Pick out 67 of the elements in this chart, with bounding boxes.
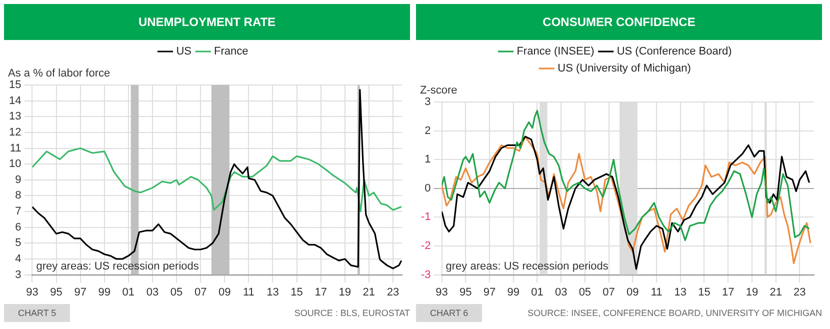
legend-label: US (Conference Board) (616, 46, 732, 58)
y-tick-label: 5 (15, 237, 22, 250)
y-tick-label: 10 (8, 158, 22, 170)
y-tick-label: 13 (8, 110, 22, 123)
chart-title: UNEMPLOYMENT RATE (4, 4, 410, 40)
x-tick-label: 15 (698, 286, 710, 298)
x-tick-label: 23 (794, 286, 806, 298)
source-note: SOURCE: INSEE, CONFERENCE BOARD, UNIVERSITY OF MICHIGAN (528, 308, 822, 318)
y-tick-label: 0 (424, 182, 431, 194)
x-tick-label: 95 (50, 286, 62, 298)
y-tick-label: 14 (8, 94, 22, 107)
legend-label: France (INSEE) (516, 46, 594, 58)
x-tick-label: 19 (338, 286, 352, 298)
y-tick-label: 3 (15, 268, 22, 281)
x-tick-label: 93 (436, 286, 448, 298)
y-tick-label: 6 (15, 221, 22, 234)
x-tick-label: 97 (483, 286, 496, 298)
x-tick-label: 01 (122, 286, 135, 298)
y-tick-label: 1 (424, 154, 431, 166)
y-tick-label: -1 (421, 211, 431, 224)
y-tick-label: -2 (421, 240, 431, 252)
chart-title: CONSUMER CONFIDENCE (416, 4, 822, 40)
x-tick-label: 19 (746, 286, 758, 298)
x-tick-label: 07 (602, 286, 615, 298)
x-tick-label: 97 (74, 286, 86, 298)
x-tick-label: 21 (770, 286, 782, 298)
caption: CHART 5 (4, 304, 70, 322)
x-tick-label: 05 (170, 286, 183, 298)
y-tick-label: -3 (421, 268, 431, 281)
x-tick-label: 03 (146, 286, 159, 298)
annotation: grey areas: US recession periods (446, 260, 609, 272)
y-tick-label: 15 (8, 79, 22, 92)
x-tick-label: 07 (194, 286, 207, 298)
y-axis-title: As a % of labor force (8, 68, 110, 80)
x-tick-label: 99 (98, 286, 111, 298)
x-tick-label: 17 (314, 286, 327, 298)
source-note: SOURCE : BLS, EUROSTAT (294, 308, 410, 318)
x-tick-label: 13 (674, 286, 687, 298)
y-tick-label: 3 (424, 96, 431, 108)
x-tick-label: 23 (386, 286, 400, 298)
y-tick-label: 11 (10, 142, 22, 154)
caption: CHART 6 (416, 304, 482, 322)
annotation: grey areas: US recession periods (36, 260, 200, 272)
y-tick-label: 8 (15, 190, 22, 202)
x-tick-label: 03 (554, 286, 568, 298)
x-tick-label: 17 (722, 286, 734, 298)
y-tick-label: 2 (424, 124, 431, 137)
y-tick-label: 7 (15, 206, 22, 218)
x-tick-label: 11 (650, 286, 662, 298)
x-tick-label: 93 (26, 286, 38, 298)
y-tick-label: 12 (8, 126, 22, 138)
x-tick-label: 09 (218, 286, 231, 298)
x-tick-label: 05 (578, 286, 592, 298)
y-axis-title: Z-score (420, 84, 458, 97)
x-tick-label: 13 (266, 286, 279, 298)
x-tick-label: 15 (290, 286, 303, 298)
legend-label: US (176, 46, 192, 58)
x-tick-label: 09 (626, 286, 639, 298)
y-tick-label: 9 (15, 174, 22, 186)
x-tick-label: 99 (507, 286, 520, 298)
y-tick-label: 4 (15, 253, 22, 266)
x-tick-label: 95 (460, 286, 472, 298)
legend-label: France (214, 46, 248, 58)
legend-label: US (University of Michigan) (558, 62, 691, 75)
x-tick-label: 11 (242, 286, 254, 298)
x-tick-label: 01 (531, 286, 544, 298)
x-tick-label: 21 (362, 286, 376, 298)
